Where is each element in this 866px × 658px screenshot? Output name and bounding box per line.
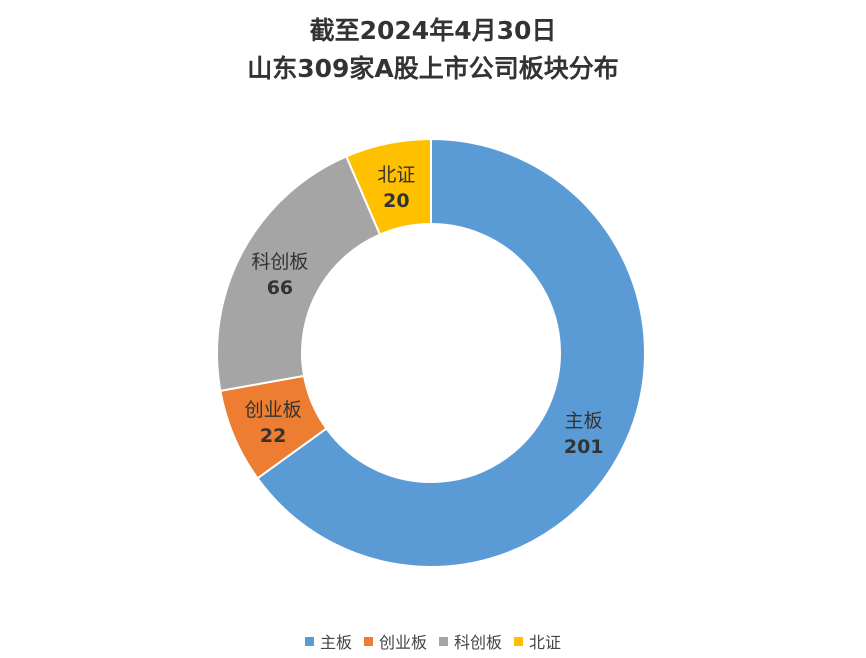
legend-item-bse: 北证 xyxy=(514,629,561,653)
data-label-category: 主板 xyxy=(565,410,603,432)
legend-label: 主板 xyxy=(319,633,352,652)
data-label-category: 创业板 xyxy=(245,399,302,421)
data-label-category: 科创板 xyxy=(251,251,308,273)
legend-item-star-market: 科创板 xyxy=(439,629,502,653)
data-label-value: 20 xyxy=(383,190,409,212)
slice-bse xyxy=(345,137,432,236)
legend-label: 科创板 xyxy=(454,633,503,652)
legend-swatch xyxy=(304,636,314,646)
legend-swatch xyxy=(514,636,524,646)
chart-legend: 主板 创业板 科创板 北证 xyxy=(0,629,866,653)
slice-star-market xyxy=(216,155,382,393)
legend-swatch xyxy=(363,636,373,646)
legend-item-main-board: 主板 xyxy=(304,629,352,653)
legend-label: 北证 xyxy=(529,633,562,652)
data-label-value: 66 xyxy=(267,277,293,299)
legend-swatch xyxy=(439,636,448,646)
legend-item-chinext: 创业板 xyxy=(363,629,427,653)
data-label-category: 北证 xyxy=(377,164,415,186)
legend-label: 创业板 xyxy=(378,633,427,652)
data-label-value: 22 xyxy=(260,425,286,447)
data-label-value: 201 xyxy=(564,436,604,458)
chart-title-line-1: 截至2024年4月30日 xyxy=(309,16,557,45)
chart-title-line-2: 山东309家A股上市公司板块分布 xyxy=(247,54,619,83)
slice-main-board xyxy=(256,137,646,568)
chart-title: 截至2024年4月30日 山东309家A股上市公司板块分布 xyxy=(0,12,866,88)
